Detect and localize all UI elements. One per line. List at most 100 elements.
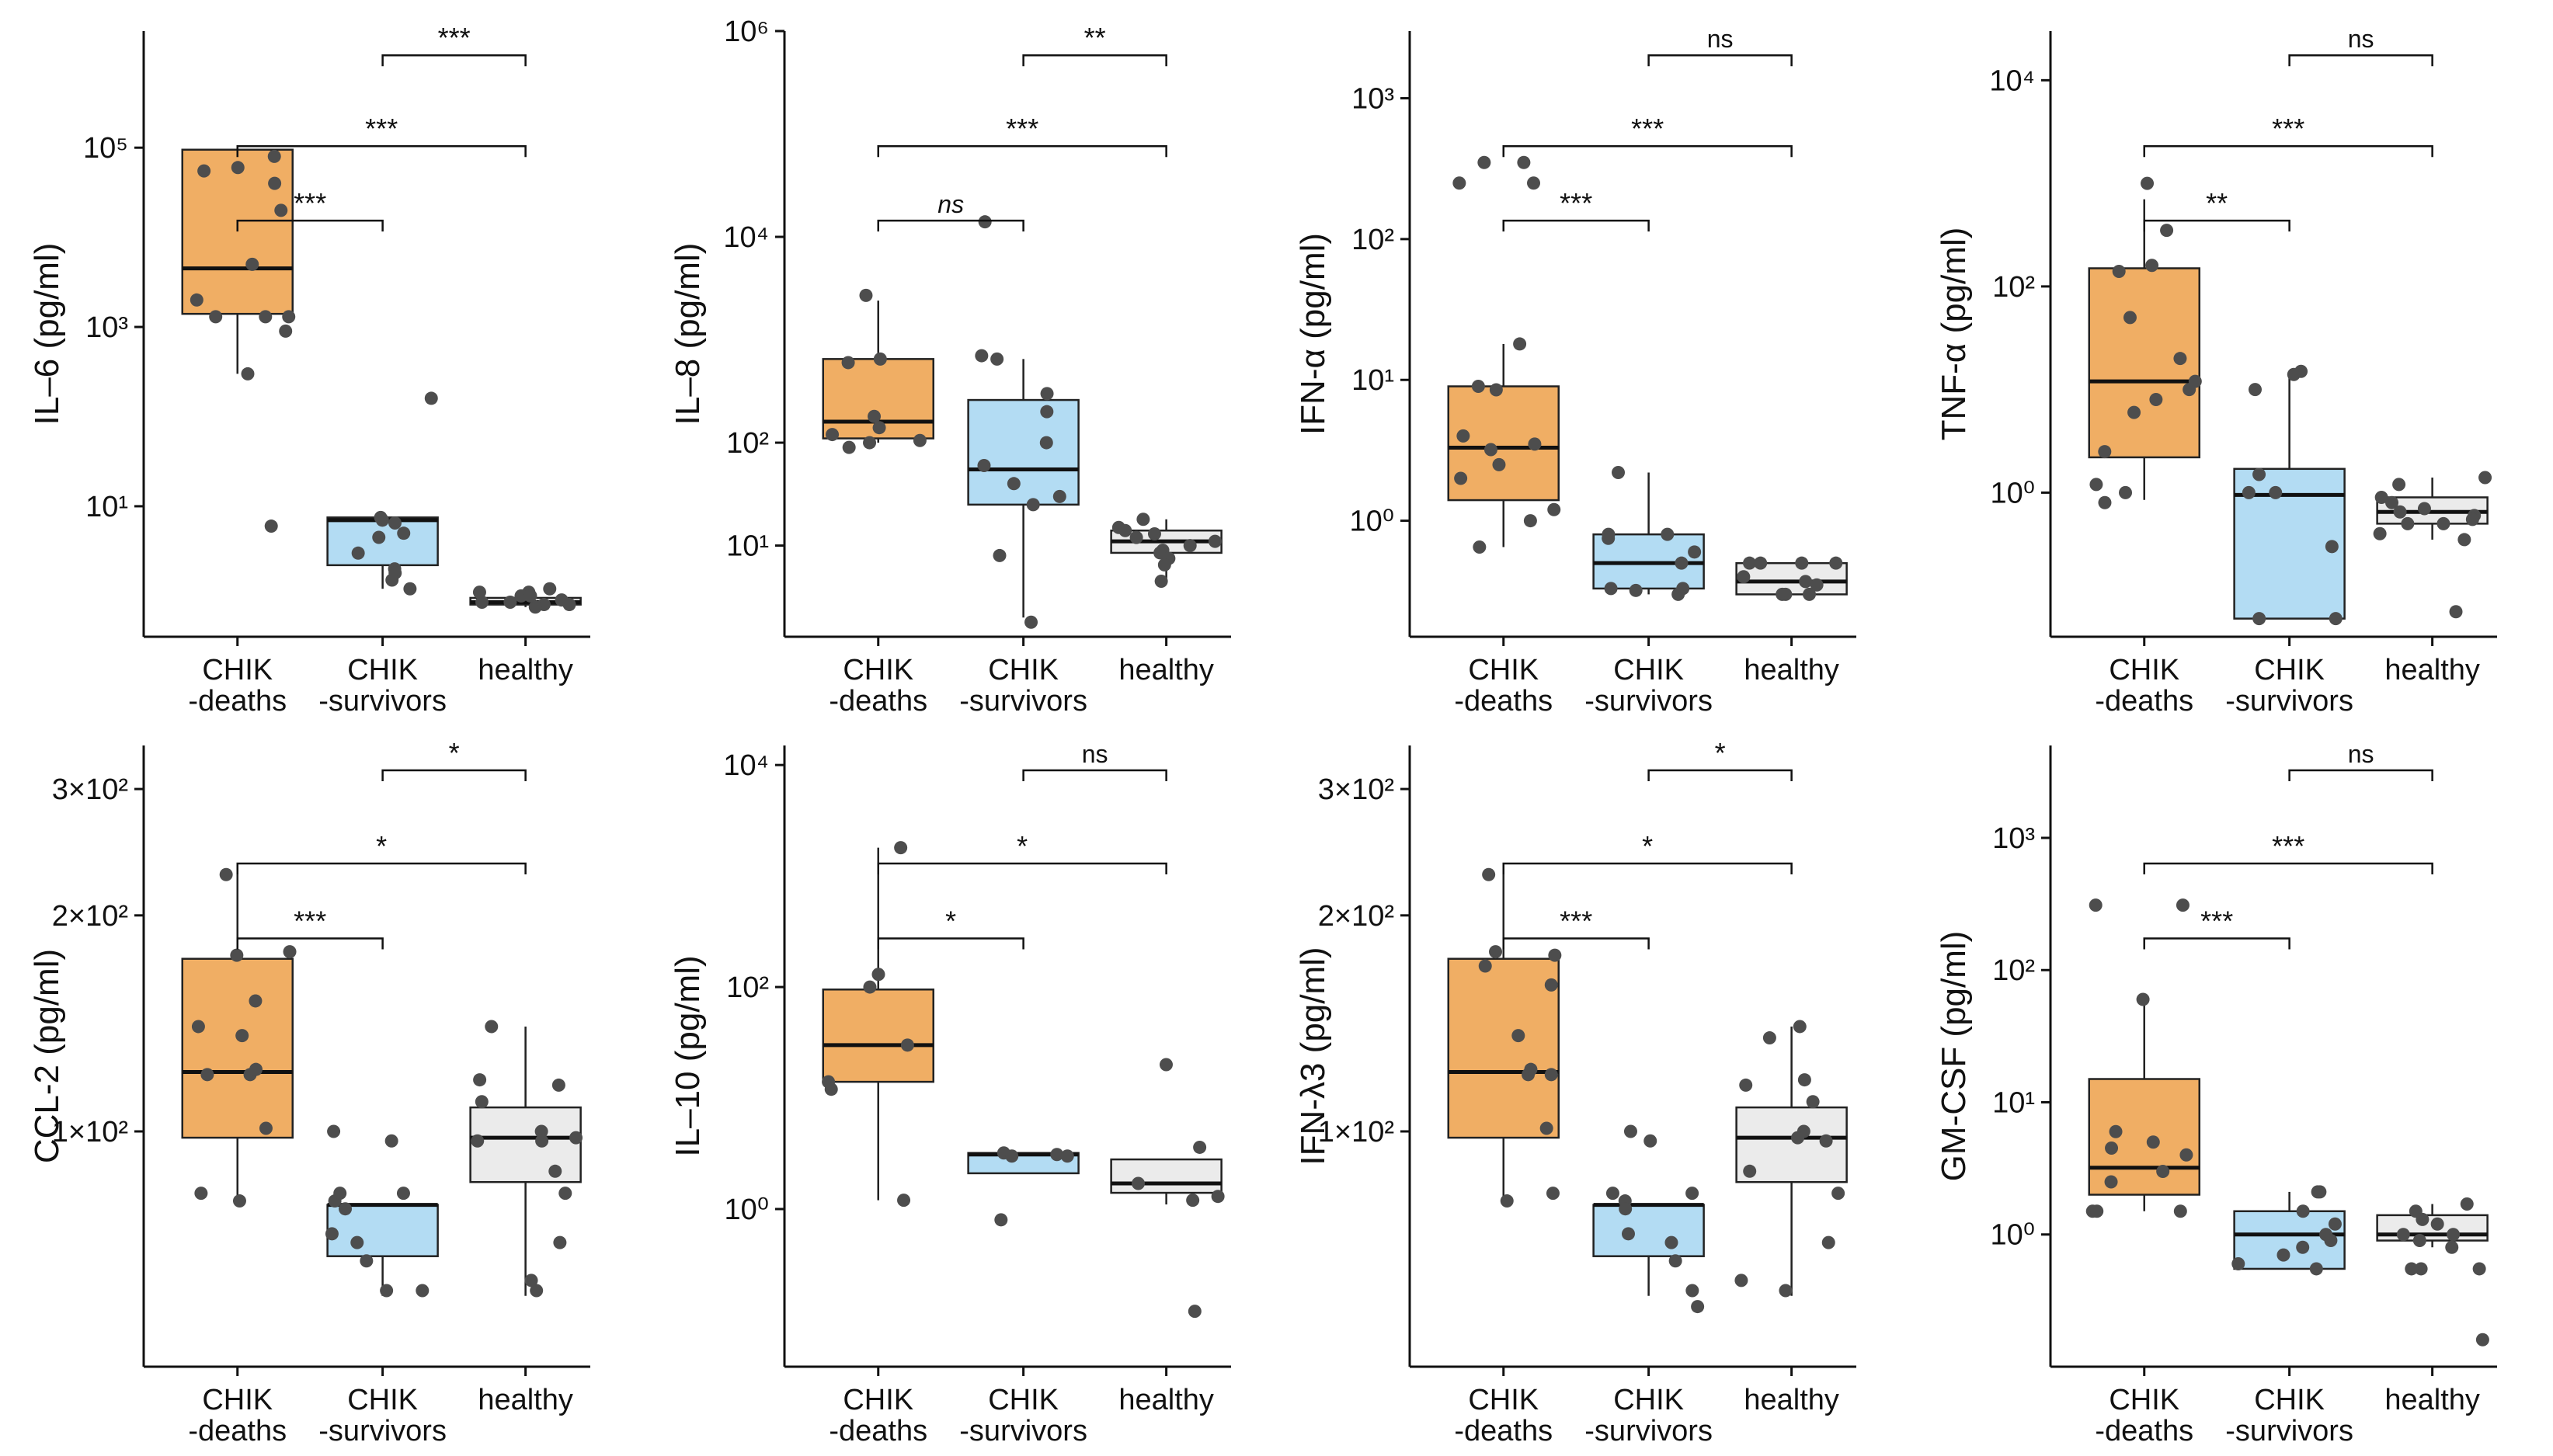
x-category-label: CHIK -survivors	[959, 1384, 1087, 1447]
y-tick-label: 10⁴	[723, 221, 769, 254]
data-point	[978, 215, 992, 229]
data-point	[2231, 1257, 2245, 1271]
data-point	[1691, 1300, 1705, 1314]
data-point	[194, 1187, 208, 1201]
y-axis-title: GM-CSF (pg/ml)	[1935, 931, 1973, 1182]
x-category-label: CHIK -deaths	[2095, 654, 2193, 718]
data-point	[200, 1068, 214, 1082]
x-category-label: healthy	[2384, 654, 2480, 686]
x-category-label-line: CHIK	[202, 654, 273, 686]
data-point	[1186, 1194, 1200, 1208]
significance-bracket	[877, 219, 1024, 232]
data-point	[259, 310, 273, 324]
data-point	[1477, 155, 1491, 169]
data-point	[1602, 531, 1616, 545]
x-category-label-line: -deaths	[188, 685, 287, 718]
box-group	[822, 847, 934, 1201]
significance-label: ***	[2272, 113, 2304, 144]
significance-bracket	[1647, 769, 1793, 781]
data-point	[380, 1284, 394, 1298]
box-group	[1447, 867, 1560, 1201]
data-point	[1511, 1029, 1525, 1043]
data-point	[894, 841, 908, 855]
data-point	[2173, 352, 2187, 366]
data-point	[1734, 1274, 1748, 1287]
data-point	[339, 1202, 353, 1216]
data-point	[569, 1131, 583, 1145]
data-point	[2325, 540, 2339, 554]
data-point	[1671, 587, 1685, 601]
data-point	[231, 161, 245, 175]
x-category-label: healthy	[1118, 654, 1214, 686]
x-category-label-line: healthy	[2384, 1384, 2480, 1416]
y-axis-title: IL–6 (pg/ml)	[28, 243, 66, 426]
data-point	[2149, 393, 2163, 407]
y-tick-label: 1×10²	[52, 1116, 128, 1148]
data-point	[385, 573, 399, 587]
x-category-label: CHIK -deaths	[1454, 654, 1553, 718]
x-category-label-line: -deaths	[1454, 685, 1553, 718]
data-point	[2112, 264, 2126, 278]
x-category-label-line: -survivors	[959, 685, 1087, 718]
data-point	[403, 582, 417, 596]
data-point	[2176, 898, 2190, 912]
data-point	[1754, 556, 1768, 570]
data-point	[2146, 1135, 2160, 1149]
significance-label: ***	[365, 113, 398, 144]
data-point	[2309, 1262, 2323, 1276]
data-point	[374, 510, 388, 524]
data-point	[1675, 556, 1689, 570]
x-category-label: healthy	[1744, 1384, 1839, 1416]
data-point	[1482, 867, 1496, 881]
data-point	[2373, 526, 2387, 540]
data-point	[1546, 1187, 1560, 1201]
data-point	[2104, 1175, 2118, 1189]
data-point	[551, 1078, 565, 1092]
significance-label: *	[376, 830, 387, 862]
x-category-label: healthy	[1744, 654, 1839, 686]
data-point	[2145, 259, 2159, 273]
data-point	[1799, 575, 1813, 589]
x-category-label-line: CHIK	[2254, 654, 2325, 686]
data-point	[524, 1274, 538, 1287]
data-point	[1544, 978, 1558, 992]
data-point	[245, 257, 259, 271]
data-point	[2412, 1234, 2426, 1248]
significance-label: ns	[2348, 740, 2374, 768]
data-point	[351, 546, 365, 560]
significance-bracket	[1502, 144, 1793, 158]
x-category-label: healthy	[478, 1384, 573, 1416]
data-point	[913, 433, 927, 447]
x-category-label-line: CHIK	[347, 654, 418, 686]
data-point	[863, 980, 877, 994]
data-point	[1183, 539, 1197, 553]
x-category-label-line: CHIK	[2254, 1384, 2325, 1416]
data-point	[1802, 587, 1816, 601]
box-group	[2376, 1204, 2489, 1248]
data-point	[2472, 1262, 2486, 1276]
data-point	[2416, 1212, 2430, 1226]
box-group	[1592, 1203, 1705, 1296]
x-category-label: CHIK -deaths	[829, 1384, 927, 1447]
y-tick-label: 10²	[726, 427, 769, 460]
significance-label: *	[449, 737, 460, 769]
box	[1110, 1158, 1223, 1194]
x-category-label-line: -deaths	[829, 1415, 927, 1447]
y-tick-label: 3×10²	[52, 773, 128, 806]
data-point	[2296, 1240, 2310, 1254]
y-tick-label: 10⁰	[1349, 506, 1394, 538]
data-point	[1473, 540, 1487, 554]
data-point	[2430, 1217, 2444, 1231]
box	[1447, 957, 1560, 1139]
x-category-label: CHIK -survivors	[318, 1384, 447, 1447]
x-category-label: healthy	[478, 654, 573, 686]
data-point	[471, 1134, 485, 1148]
x-category-label-line: healthy	[478, 1384, 573, 1416]
data-point	[2445, 1240, 2459, 1254]
data-point	[2141, 176, 2155, 190]
significance-label: **	[2206, 187, 2228, 219]
data-point	[197, 164, 211, 178]
